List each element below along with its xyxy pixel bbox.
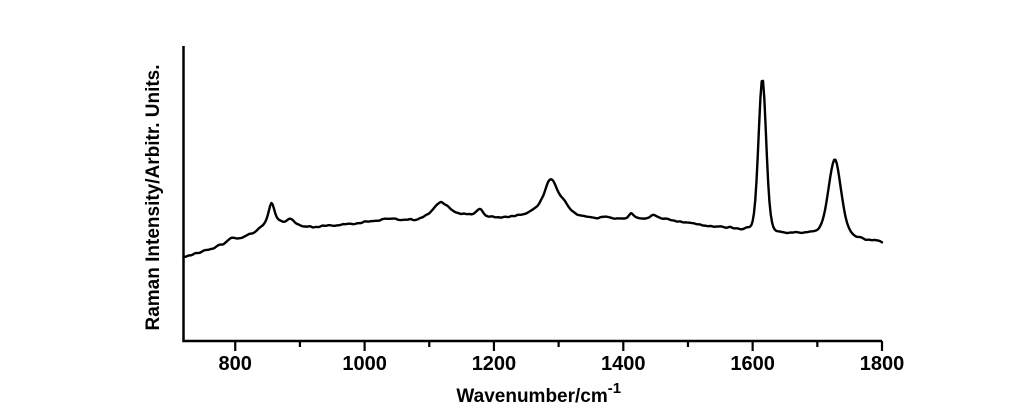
axes-spines xyxy=(182,46,882,343)
x-axis-title-text: Wavenumber/cm xyxy=(456,386,607,407)
spectrum-line xyxy=(182,79,884,259)
x-axis-tick-label: 800 xyxy=(219,353,252,375)
x-axis-tick-label: 1200 xyxy=(472,353,517,375)
x-axis-ticks xyxy=(234,341,884,351)
y-axis-title: Raman Intensity/Arbitr. Units. xyxy=(143,64,164,330)
x-axis-tick-label: 1400 xyxy=(601,353,646,375)
x-axis-tick-label: 1600 xyxy=(730,353,775,375)
x-axis-title: Wavenumber/cm-1 xyxy=(456,380,621,407)
x-axis-tick-labels: 800 1000 1200 1400 1600 1800 xyxy=(219,353,905,375)
x-axis-tick-label: 1800 xyxy=(860,353,905,375)
x-axis-tick-label: 1000 xyxy=(342,353,387,375)
x-axis-title-superscript: -1 xyxy=(608,380,621,397)
